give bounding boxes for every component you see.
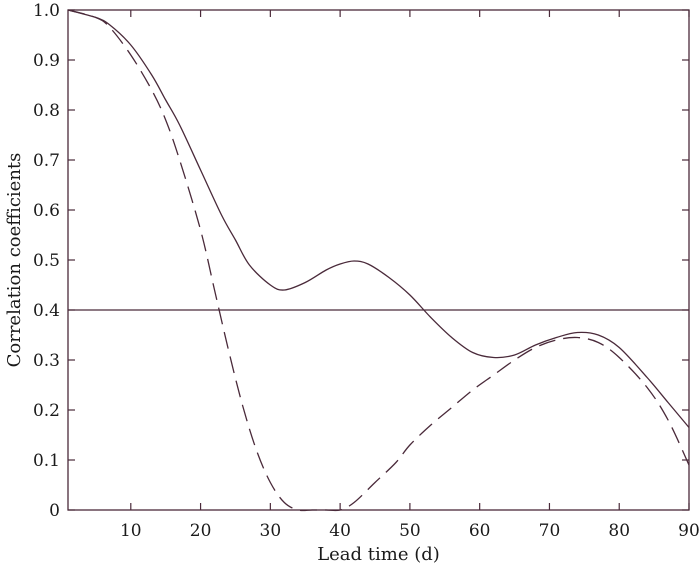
plot-frame [67, 9, 690, 511]
series-line-solid [67, 9, 690, 428]
x-tick-label: 90 [678, 521, 700, 541]
y-tick-label: 0.9 [33, 51, 60, 71]
y-tick-label: 0 [49, 501, 60, 521]
tick-labels: 10 20 30 40 50 60 70 80 90 0 0.1 0.2 0.3 0.4 0.5 0.6 0.7… [33, 1, 700, 541]
x-tick-label: 30 [260, 521, 282, 541]
x-tick-label: 70 [539, 521, 561, 541]
x-tick-label: 20 [190, 521, 212, 541]
y-axis-title: Correlation coefficients [4, 153, 25, 368]
x-tick-label: 10 [120, 521, 142, 541]
x-axis-title: Lead time (d) [317, 544, 440, 565]
y-tick-label: 0.7 [33, 151, 60, 171]
y-tick-label: 0.2 [33, 401, 60, 421]
y-tick-label: 0.1 [33, 451, 60, 471]
y-tick-label: 1.0 [33, 1, 60, 21]
y-tick-label: 0.3 [33, 351, 60, 371]
axis-ticks [68, 9, 690, 511]
series-line-dashed [67, 9, 690, 512]
plot-lines [67, 9, 690, 512]
y-tick-label: 0.8 [33, 101, 60, 121]
y-tick-label: 0.5 [33, 251, 60, 271]
plot-border [67, 9, 690, 511]
x-tick-label: 40 [329, 521, 351, 541]
x-tick-label: 60 [469, 521, 491, 541]
y-tick-label: 0.6 [33, 201, 60, 221]
y-tick-label: 0.4 [33, 301, 60, 321]
x-tick-label: 80 [608, 521, 630, 541]
x-tick-label: 50 [399, 521, 421, 541]
